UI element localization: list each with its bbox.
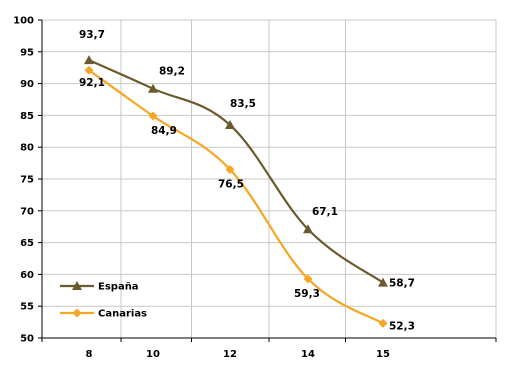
data-label-canarias: 52,3 — [389, 320, 415, 332]
data-label-espana: 58,7 — [389, 278, 415, 290]
data-point-espana — [303, 224, 313, 234]
data-label-espana: 67,1 — [312, 206, 338, 218]
series-line-espana — [88, 59, 384, 284]
data-point-espana — [84, 55, 94, 65]
legend: España Canarias — [60, 281, 147, 320]
y-tick-label: 95 — [20, 47, 34, 58]
data-point-canarias — [378, 318, 388, 328]
data-point-canarias — [84, 65, 94, 75]
data-label-canarias: 84,9 — [151, 125, 177, 137]
legend-marker-espana — [72, 281, 82, 290]
y-tick-label: 85 — [20, 111, 34, 122]
x-tick-label: 10 — [146, 349, 160, 360]
data-labels: 93,7 89,2 83,5 67,1 58,7 92,1 84,9 76,5 59,3 52,3 — [79, 29, 415, 332]
data-point-espana — [148, 83, 158, 93]
x-tick-label: 12 — [223, 349, 237, 360]
y-axis-ticks: 50 55 60 65 70 75 80 85 90 95 100 — [13, 16, 34, 345]
data-label-espana: 93,7 — [79, 29, 105, 41]
data-point-canarias — [148, 111, 158, 121]
axes — [38, 19, 497, 342]
data-label-canarias: 92,1 — [79, 77, 105, 89]
x-tick-label: 14 — [301, 349, 315, 360]
data-point-canarias — [225, 164, 235, 174]
y-tick-label: 55 — [20, 302, 34, 313]
grid — [42, 19, 497, 338]
data-label-espana: 89,2 — [159, 66, 185, 78]
y-tick-label: 60 — [20, 270, 34, 281]
y-tick-label: 80 — [20, 143, 34, 154]
y-tick-label: 50 — [20, 334, 34, 345]
x-tick-label: 8 — [86, 349, 93, 360]
data-label-canarias: 76,5 — [218, 178, 244, 190]
data-point-espana — [378, 277, 388, 287]
x-axis-ticks: 8 10 12 14 15 — [86, 349, 390, 360]
data-point-espana — [225, 119, 235, 129]
legend-label-espana: España — [98, 282, 139, 293]
series-group — [84, 55, 388, 328]
y-tick-label: 90 — [20, 79, 34, 90]
y-tick-label: 100 — [13, 16, 34, 27]
y-tick-label: 70 — [20, 206, 34, 217]
data-point-canarias — [303, 274, 313, 284]
legend-label-canarias: Canarias — [98, 309, 147, 320]
y-tick-label: 65 — [20, 238, 34, 249]
data-label-canarias: 59,3 — [294, 288, 320, 300]
x-tick-label: 15 — [376, 349, 390, 360]
legend-marker-canarias — [72, 308, 82, 318]
data-label-espana: 83,5 — [230, 98, 256, 110]
y-tick-label: 75 — [20, 175, 34, 186]
series-line-canarias — [88, 69, 384, 325]
